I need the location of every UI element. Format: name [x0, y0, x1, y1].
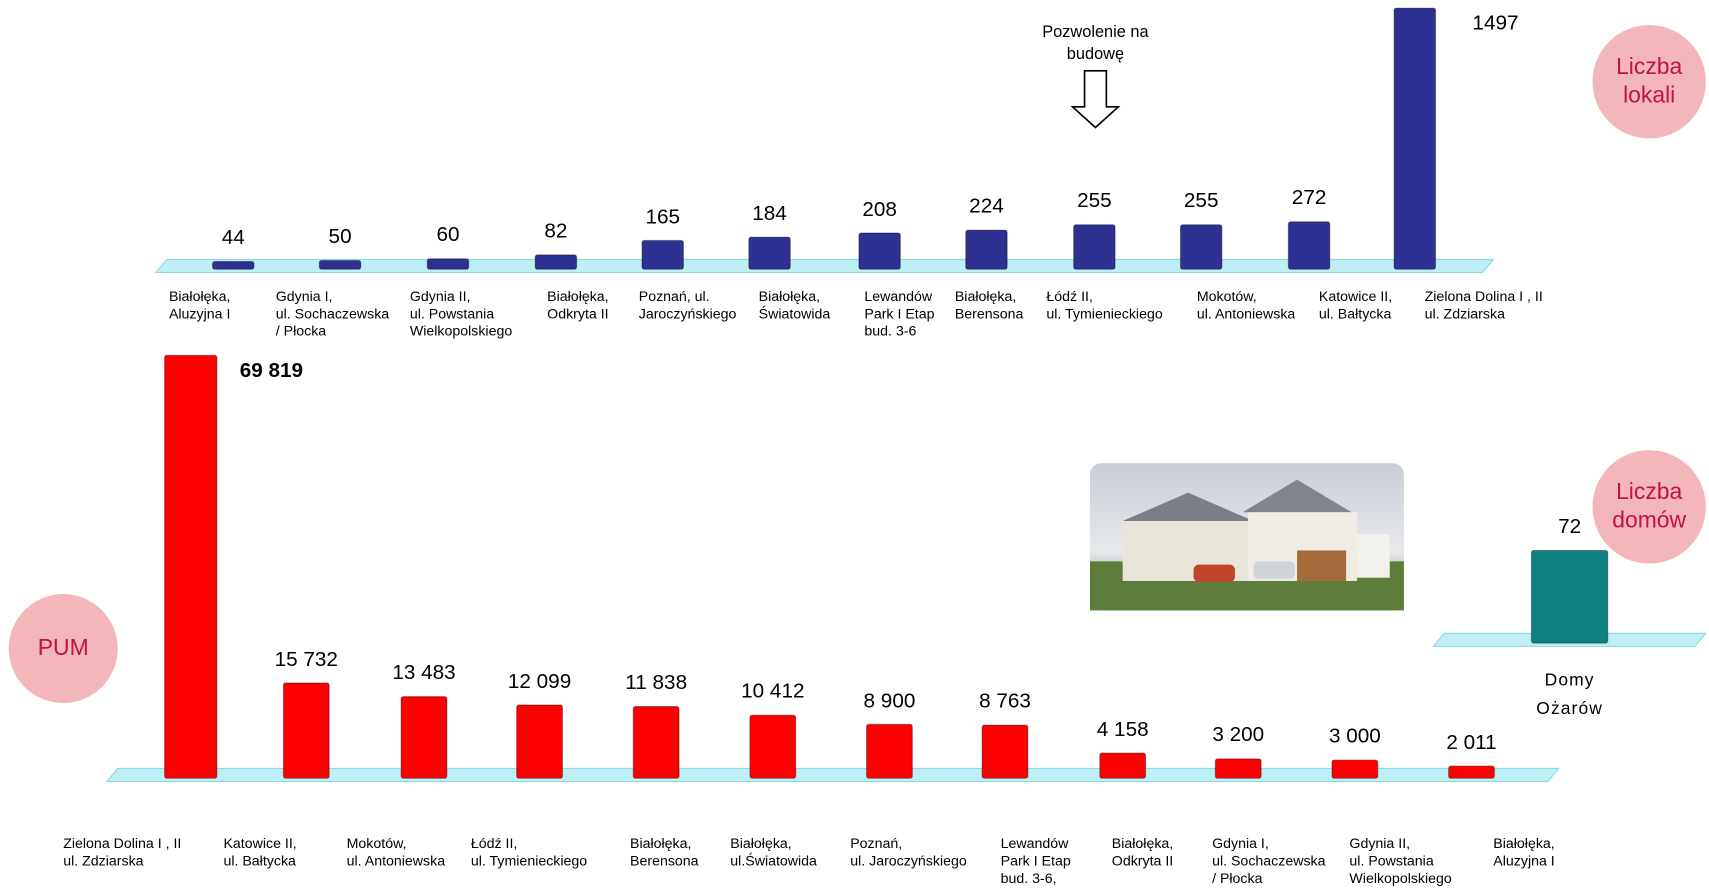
value-label: 60: [436, 223, 460, 247]
category-label: Poznań, ul. Jaroczyńskiego: [850, 834, 967, 869]
value-label: 69 819: [239, 359, 304, 383]
bar: [1287, 221, 1331, 270]
category-label: Białołęka, Berensona: [954, 287, 1024, 322]
value-label: 255: [1183, 189, 1219, 213]
bar: [1073, 224, 1116, 270]
category-label: Lewandów Park I Etap bud. 3-6: [864, 287, 935, 339]
category-label: Zielona Dolina I , II ul. Zdziarska: [63, 834, 182, 869]
value-label: 10 412: [741, 680, 805, 704]
arrow: [1070, 70, 1121, 129]
category-label: Katowice II, ul. Bałtycka: [223, 834, 297, 869]
bar: [641, 239, 684, 270]
value-label: 224: [969, 195, 1004, 219]
bar: [749, 714, 797, 779]
value-label: 8 763: [979, 690, 1031, 714]
category-label: Białołęka, Odkryta II: [547, 287, 609, 322]
value-label: 3 000: [1328, 725, 1381, 749]
value-label: 72: [1558, 515, 1582, 539]
bar: [282, 682, 330, 779]
bar: [1099, 752, 1147, 779]
category-label: Lewandów Park I Etap bud. 3-6,: [1000, 834, 1071, 887]
category-label: Poznań, ul. Jaroczyńskiego: [638, 287, 737, 322]
category-label: Białołęka, ul.Światowida: [730, 834, 817, 869]
bar: [1448, 765, 1495, 779]
floor: [105, 767, 1560, 783]
bar: [632, 706, 680, 779]
bar: [1530, 549, 1609, 644]
category-label: Mokotów, ul. Antoniewska: [1196, 287, 1296, 322]
category-label: Zielona Dolina I , II ul. Zdziarska: [1424, 287, 1543, 322]
title-circle: PUM: [8, 594, 118, 704]
value-label: 50: [328, 225, 352, 249]
value-label: 208: [862, 198, 897, 221]
value-label: 272: [1291, 186, 1327, 210]
bar: [212, 261, 255, 270]
category-label: Gdynia II, ul. Powstania Wielkopolskiego: [409, 287, 513, 339]
category-label: Łódź II, ul. Tymienieckiego: [470, 834, 588, 869]
category-label: Białołęka, Aluzyjna I: [168, 287, 231, 322]
annotation: Pozwolenie na budowę: [1042, 22, 1149, 64]
bar: [516, 704, 563, 779]
bar: [1214, 758, 1262, 779]
category-label: Białołęka, Aluzyjna I: [1493, 834, 1555, 869]
bar: [1393, 7, 1437, 270]
title-circle: Liczba domów: [1592, 450, 1706, 564]
value-label: 2 011: [1446, 731, 1497, 755]
category-label: Katowice II, ul. Bałtycka: [1318, 287, 1393, 322]
bar: [965, 229, 1008, 270]
category-label: Gdynia I, ul. Sochaczewska / Płocka: [1212, 834, 1326, 887]
value-label: 82: [544, 220, 568, 243]
bar: [426, 258, 470, 270]
floor: [154, 258, 1495, 274]
bar: [748, 236, 791, 270]
value-label: 3 200: [1212, 723, 1265, 747]
bar: [1179, 224, 1223, 270]
value-label: 12 099: [507, 670, 572, 693]
category-label: Gdynia II, ul. Powstania Wielkopolskiego: [1349, 834, 1452, 887]
category-label: Gdynia I, ul. Sochaczewska / Płocka: [275, 287, 390, 339]
category-label: Łódź II, ul. Tymienieckiego: [1046, 287, 1163, 322]
category-label: Białołęka, Berensona: [630, 834, 699, 869]
value-label: 8 900: [863, 689, 916, 713]
bar: [1331, 759, 1379, 779]
bar: [534, 254, 578, 270]
bar: [858, 232, 901, 270]
value-label: 184: [752, 202, 787, 226]
value-label: 44: [221, 226, 245, 250]
bar: [164, 354, 218, 779]
bar: [866, 723, 913, 779]
title-circle: Liczba lokali: [1592, 25, 1706, 139]
value-label: 11 838: [625, 671, 688, 695]
bar: [318, 259, 362, 270]
bar: [981, 724, 1029, 779]
category-label: Białołęka, Odkryta II: [1111, 834, 1174, 869]
value-label: 4 158: [1096, 718, 1149, 742]
value-label: 255: [1077, 189, 1112, 213]
bar: [400, 696, 448, 779]
house-image: [1090, 463, 1404, 611]
value-label: 165: [645, 205, 680, 229]
category-label: Mokotów, ul. Antoniewska: [346, 834, 446, 869]
value-label: 15 732: [274, 648, 338, 671]
category-label: Domy Ożarów: [1536, 671, 1603, 719]
value-label: 13 483: [392, 661, 456, 685]
category-label: Białołęka, Światowida: [758, 287, 831, 322]
value-label: 1497: [1472, 12, 1519, 36]
